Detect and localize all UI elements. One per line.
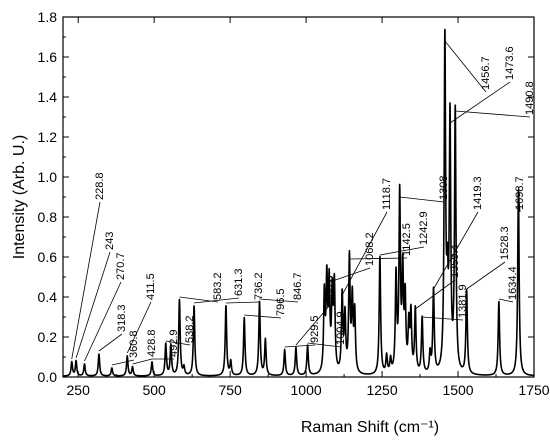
y-tick-label: 0.4 bbox=[38, 289, 58, 305]
peak-leader-line bbox=[415, 279, 456, 310]
y-tick-label: 1.8 bbox=[38, 9, 58, 25]
peak-leader-line bbox=[444, 40, 487, 93]
peak-leader-line bbox=[518, 186, 521, 213]
spectrum-line bbox=[62, 28, 535, 377]
x-tick-label: 250 bbox=[67, 382, 91, 398]
peak-leader-line bbox=[75, 251, 111, 359]
peak-leader-line bbox=[84, 281, 122, 362]
peak-label: 1142.5 bbox=[401, 223, 413, 256]
peak-leader-line bbox=[498, 298, 514, 303]
x-tick-label: 1250 bbox=[366, 382, 397, 398]
peak-label: 631.3 bbox=[233, 268, 245, 296]
peak-label: 1004.9 bbox=[335, 311, 347, 345]
peak-leader-line bbox=[132, 358, 153, 365]
peak-label: 1308 bbox=[438, 176, 450, 200]
y-tick-label: 0.6 bbox=[38, 249, 58, 265]
peak-leader-line bbox=[259, 298, 299, 303]
plot-frame bbox=[62, 16, 535, 378]
y-tick-label: 1.6 bbox=[38, 49, 58, 65]
peak-leader-line bbox=[455, 110, 531, 118]
peak-label: 1456.7 bbox=[480, 56, 492, 90]
peak-leader-line bbox=[98, 333, 123, 352]
y-tick-label: 0.0 bbox=[38, 369, 58, 385]
peak-label: 492.9 bbox=[168, 329, 180, 357]
peak-leader-line bbox=[422, 316, 464, 321]
y-tick-label: 1.2 bbox=[38, 129, 58, 145]
peak-leader-line bbox=[349, 257, 408, 260]
x-tick-label: 1500 bbox=[442, 382, 473, 398]
peak-leader-line bbox=[71, 201, 101, 360]
peak-label: 1490.8 bbox=[524, 81, 536, 115]
peak-label: 929.5 bbox=[309, 315, 321, 343]
y-tick-label: 0.2 bbox=[38, 329, 58, 345]
peak-label: 583.2 bbox=[212, 272, 224, 300]
peak-label: 1068.2 bbox=[364, 232, 376, 266]
peak-leader-line bbox=[399, 196, 445, 203]
peak-leader-line bbox=[111, 359, 135, 366]
peak-leader-line bbox=[449, 81, 511, 124]
peak-label: 1528.3 bbox=[499, 226, 511, 260]
x-tick-label: 1750 bbox=[518, 382, 549, 398]
peak-label: 428.8 bbox=[146, 329, 158, 357]
peak-leader-line bbox=[341, 211, 388, 296]
peak-leader-line bbox=[307, 342, 342, 348]
peak-label: 411.5 bbox=[145, 273, 157, 300]
peak-label: 1634.4 bbox=[507, 266, 519, 300]
peak-leader-line bbox=[295, 304, 331, 346]
peak-leader-line bbox=[126, 301, 152, 354]
peak-label: 1698.7 bbox=[514, 176, 526, 210]
x-tick-label: 1000 bbox=[291, 382, 322, 398]
peak-label: 228.8 bbox=[94, 172, 106, 200]
peak-leader-line bbox=[466, 261, 506, 290]
peak-label: 796.5 bbox=[275, 288, 287, 316]
peak-label: 243 bbox=[104, 232, 116, 250]
peak-leader-line bbox=[194, 297, 240, 304]
y-axis-title: Intensity (Arb. U.) bbox=[11, 135, 28, 259]
peak-label: 846.7 bbox=[292, 272, 304, 300]
peak-label: 270.7 bbox=[115, 252, 127, 280]
peak-label: 966.6 bbox=[324, 275, 336, 303]
y-tick-label: 1.4 bbox=[38, 89, 58, 105]
x-tick-label: 500 bbox=[142, 382, 166, 398]
x-axis-title: Raman Shift (cm⁻¹) bbox=[301, 419, 439, 436]
peak-label: 360.8 bbox=[128, 330, 140, 358]
peak-leader-line bbox=[244, 314, 282, 319]
peak-leader-line bbox=[284, 344, 316, 348]
peak-label: 318.3 bbox=[116, 304, 128, 332]
peak-label: 1242.9 bbox=[418, 211, 430, 245]
peak-label: 1419.3 bbox=[472, 176, 484, 210]
peak-label: 1118.7 bbox=[381, 178, 393, 210]
peak-leader-line bbox=[433, 211, 479, 290]
y-tick-label: 0.8 bbox=[38, 209, 58, 225]
peak-leader-line bbox=[225, 301, 260, 304]
y-tick-label: 1.0 bbox=[38, 169, 58, 185]
peak-label: 1473.6 bbox=[504, 46, 516, 80]
peak-label: 1381.9 bbox=[457, 284, 469, 318]
peak-leader-line bbox=[165, 340, 191, 346]
x-tick-label: 750 bbox=[218, 382, 242, 398]
peak-label: 538.2 bbox=[184, 315, 196, 343]
peak-label: 1359.4 bbox=[449, 244, 461, 278]
peak-leader-line bbox=[326, 267, 371, 284]
peak-leader-line bbox=[379, 246, 425, 256]
peak-label: 736.2 bbox=[253, 272, 265, 300]
